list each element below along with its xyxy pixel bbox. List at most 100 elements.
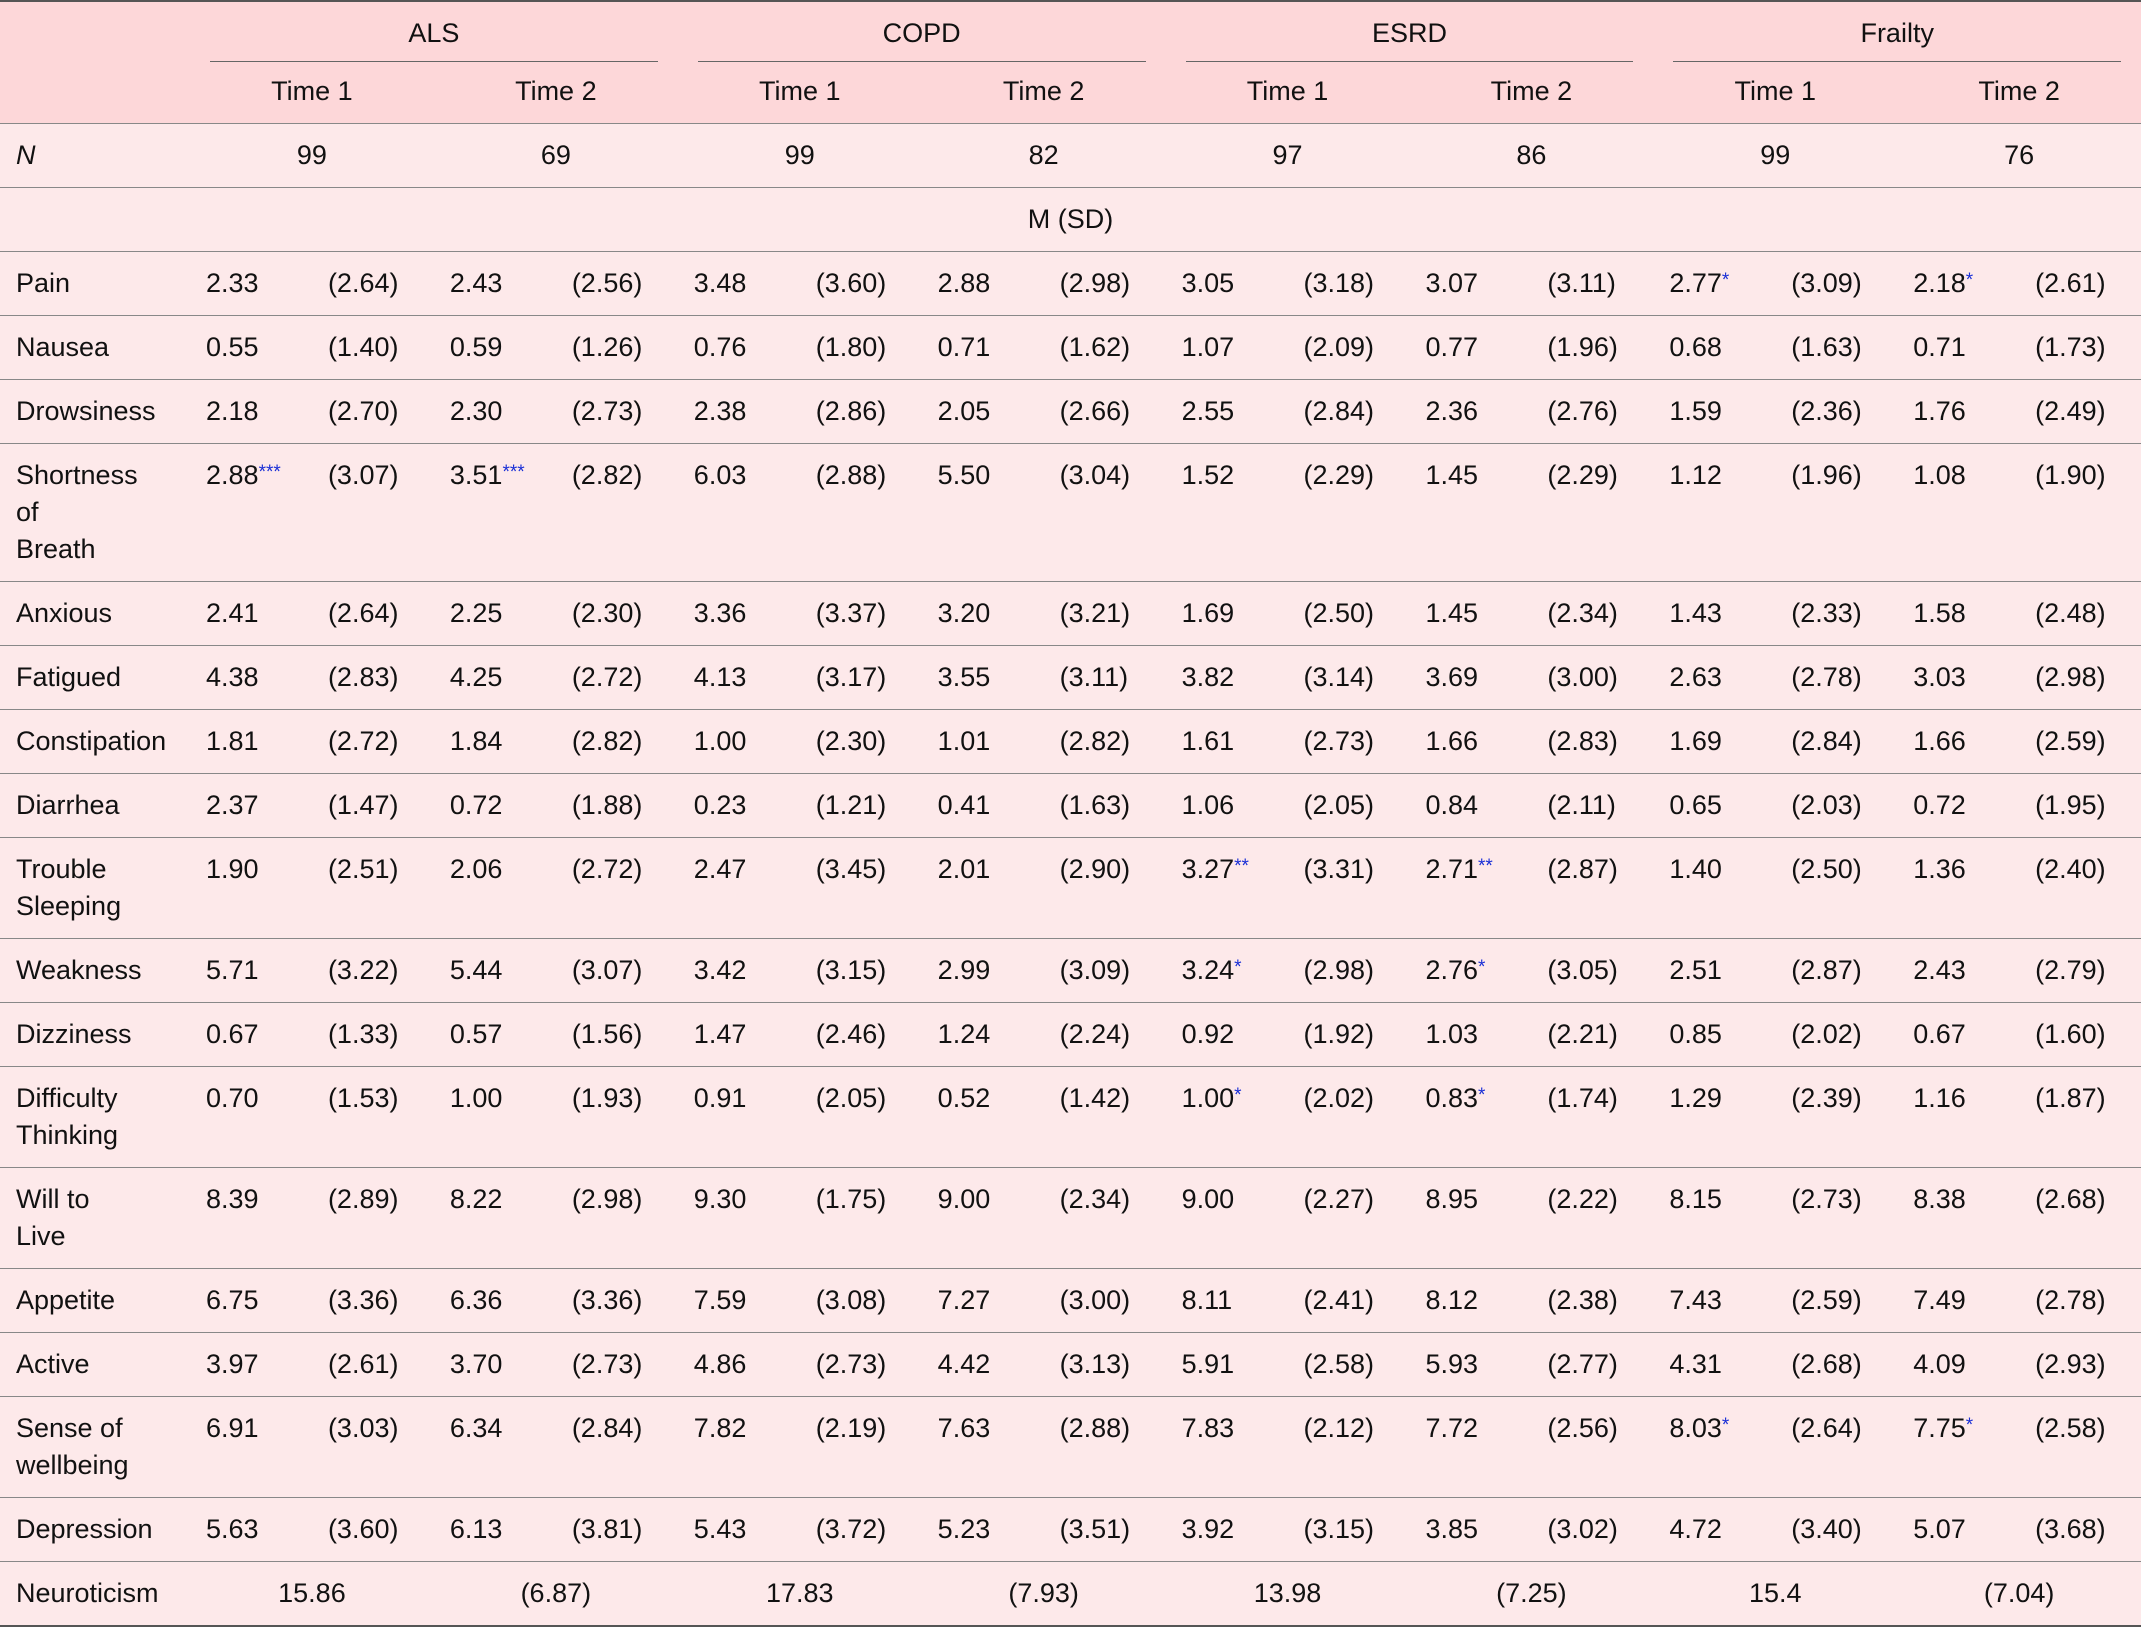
mean-value: 7.27	[937, 1285, 991, 1315]
sd-cell: (2.82)	[571, 726, 643, 756]
sd-cell: (1.26)	[571, 332, 643, 362]
sd-cell: (2.73)	[1791, 1184, 1862, 1214]
significance: ***	[502, 462, 525, 483]
mean-value: 3.70	[449, 1349, 503, 1379]
data-row: Pain 2.33 (2.64) 2.43 (2.56) 3.48 (3.60) 2.88 (2…	[0, 251, 2141, 316]
row-label-line: Depression	[16, 1514, 153, 1544]
mean-cell: 1.06	[1166, 774, 1288, 838]
row-label: Anxious	[0, 582, 190, 646]
mean-cell: 0.76	[678, 316, 800, 380]
mean-cell: 4.38	[190, 646, 312, 710]
mean-value: 2.77	[1669, 268, 1722, 298]
row-label: Pain	[0, 252, 190, 316]
mean-value: 1.69	[1181, 598, 1235, 628]
mean-value: 0.85	[1669, 1019, 1722, 1049]
mean-cell: 4.42	[922, 1333, 1044, 1397]
mean-cell: 3.48	[678, 252, 800, 316]
sd-cell: (3.37)	[815, 598, 887, 628]
sd-cell: (2.02)	[1791, 1019, 1862, 1049]
row-label-line: Thinking	[16, 1120, 119, 1150]
row-label: Appetite	[0, 1269, 190, 1333]
mean-value: 2.38	[693, 396, 747, 426]
mean-value: 2.01	[937, 854, 991, 884]
mean-value: 6.75	[206, 1285, 259, 1315]
mean-cell: 1.45	[1409, 582, 1531, 646]
sd-cell: (2.66)	[1059, 396, 1131, 426]
mean-cell: 2.01	[922, 838, 1044, 939]
mean-value: 1.58	[1913, 598, 1966, 628]
mean-value: 1.12	[1669, 460, 1722, 490]
mean-value: 1.66	[1425, 726, 1478, 756]
mean-value: 3.27	[1181, 854, 1235, 884]
mean-cell: 5.44	[434, 939, 556, 1003]
mean-value: 0.68	[1669, 332, 1722, 362]
group-header-row: ALS COPD ESRD Frailty	[0, 1, 2141, 124]
mean-cell: 0.67	[190, 1003, 312, 1067]
n-value: 99	[784, 140, 815, 170]
mean-cell: 2.71**	[1409, 838, 1531, 939]
row-label: Active	[0, 1333, 190, 1397]
mean-value: 1.66	[1913, 726, 1966, 756]
row-label: Difficulty Thinking	[0, 1067, 190, 1168]
time-header: Time 2	[433, 62, 678, 124]
row-label: Weakness	[0, 939, 190, 1003]
mean-cell: 1.76	[1897, 380, 2019, 444]
sd-cell: (2.98)	[1303, 955, 1375, 985]
mean-value: 4.25	[449, 662, 503, 692]
row-label-line: Will to	[16, 1184, 90, 1214]
mean-value: 1.45	[1425, 598, 1478, 628]
row-label: Nausea	[0, 316, 190, 380]
mean-value: 2.43	[1913, 955, 1966, 985]
sd-cell: (2.83)	[1547, 726, 1618, 756]
sd-cell: (1.60)	[2035, 1019, 2106, 1049]
n-value: 69	[540, 140, 571, 170]
mean-cell: 7.49	[1897, 1269, 2019, 1333]
sd-cell: (2.76)	[1547, 396, 1618, 426]
mean-value: 5.91	[1181, 1349, 1235, 1379]
mean-value: 1.81	[206, 726, 259, 756]
mean-value: 0.67	[1913, 1019, 1966, 1049]
sd-cell: (2.22)	[1547, 1184, 1618, 1214]
sd-cell: (2.70)	[327, 396, 399, 426]
data-row: Sense of wellbeing 6.91 (3.03) 6.34 (2.84) 7.8…	[0, 1396, 2141, 1498]
sd-cell: (2.24)	[1059, 1019, 1131, 1049]
mean-cell: 1.52	[1166, 444, 1288, 582]
group-name: COPD	[697, 15, 1146, 62]
mean-value: 2.36	[1425, 396, 1478, 426]
sd-cell: (2.72)	[571, 662, 643, 692]
row-label: Neuroticism	[0, 1562, 190, 1627]
mean-cell: 1.00	[678, 710, 800, 774]
mean-cell: 1.59	[1653, 380, 1775, 444]
sd-cell: (2.29)	[1303, 460, 1375, 490]
row-label-line: wellbeing	[16, 1450, 129, 1480]
mean-value: 2.30	[449, 396, 503, 426]
mean-cell: 5.93	[1409, 1333, 1531, 1397]
n-value: 86	[1516, 140, 1547, 170]
row-label-line: Nausea	[16, 332, 110, 362]
sd-cell: (1.63)	[1791, 332, 1862, 362]
mean-value: 8.38	[1913, 1184, 1966, 1214]
sd-cell: (1.96)	[1547, 332, 1618, 362]
sd-cell: (2.93)	[2035, 1349, 2106, 1379]
mean-cell: 0.71	[922, 316, 1044, 380]
sd-cell: (2.82)	[1059, 726, 1131, 756]
mean-cell: 3.03	[1897, 646, 2019, 710]
mean-value: 1.40	[1669, 854, 1722, 884]
mean-cell: 7.72	[1409, 1397, 1531, 1498]
mean-cell: 1.90	[190, 838, 312, 939]
row-label-line: Pain	[16, 268, 71, 298]
mean-cell: 1.69	[1166, 582, 1288, 646]
mean-value: 1.06	[1181, 790, 1235, 820]
mean-cell: 9.00	[1166, 1168, 1288, 1269]
mean-value: 2.71	[1425, 854, 1478, 884]
row-label-line: Fatigued	[16, 662, 122, 692]
sd-cell: (1.93)	[571, 1083, 643, 1113]
sd-cell: (2.83)	[327, 662, 399, 692]
row-label-line: Appetite	[16, 1285, 116, 1315]
mean-value: 4.31	[1669, 1349, 1722, 1379]
sd-cell: (2.58)	[1303, 1349, 1375, 1379]
mean-cell: 6.34	[434, 1397, 556, 1498]
mean-value: 4.86	[693, 1349, 747, 1379]
